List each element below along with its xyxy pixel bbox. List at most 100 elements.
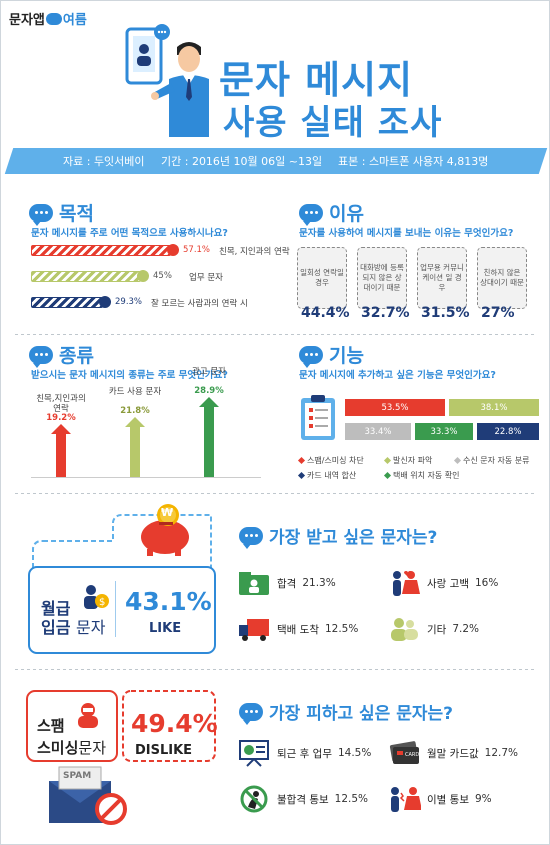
feature-cell: 33.3% (415, 423, 473, 440)
feature-legend-label: 수신 문자 자동 분류 (463, 456, 530, 465)
reason-card: 친하지 않은 상대이기 때문 (477, 247, 527, 309)
dislike-percent: 49.4% (131, 709, 218, 738)
kind-heading: 종류 (29, 341, 94, 368)
kind-value: 28.9% (194, 386, 224, 396)
message-item-percent: 12.7% (484, 747, 518, 759)
feature-legend-item: 수신 문자 자동 분류 (453, 455, 530, 466)
purpose-bar-chart: 57.1% 친목, 지인과의 연락 45% 업무 문자 29.3% 잘 모르는 사람과의 … (31, 244, 290, 325)
reason-question: 문자를 사용하여 메시지를 보내는 이유는 무엇인가요? (299, 228, 514, 239)
dislike-heading: 가장 피하고 싶은 문자는? (239, 699, 454, 725)
message-item-icon-wrap (237, 569, 271, 597)
purpose-bar (31, 271, 141, 282)
feature-grid: 53.5% 38.1% 33.4% 33.3% 22.8% (345, 399, 539, 443)
card-icon: CARD (389, 741, 419, 764)
kind-value: 21.8% (120, 406, 150, 416)
feature-cell: 38.1% (449, 399, 539, 416)
like-heading: 가장 받고 싶은 문자는? (239, 523, 438, 549)
feature-legend-label: 스팸/스미싱 차단 (307, 456, 364, 465)
dislike-items: 퇴근 후 업무 14.5% CARD 월말 카드값 12.7% 불합격 통보 12.5% 이별… (237, 739, 541, 825)
man-with-phone-illustration (125, 24, 209, 137)
like-items: 합격 21.3% 사랑 고백 16% 택배 도착 12.5% 기타 7.2% (237, 569, 541, 651)
reason-percent: 31.5% (421, 305, 470, 321)
truck-icon (239, 619, 269, 641)
logo-text-b: 여름 (62, 13, 87, 28)
piggy-bank-icon (141, 504, 189, 556)
presentation-icon (239, 740, 269, 767)
couple-icon (393, 571, 420, 596)
reason-title: 이유 (329, 203, 364, 225)
like-heading-text: 가장 받고 싶은 문자는? (269, 528, 438, 548)
purpose-bar-label: 업무 문자 (189, 273, 223, 283)
logo-text-a: 문자앱 (9, 13, 45, 28)
dislike-label-line2: 스미싱문자 (37, 737, 106, 758)
message-item-label: 택배 도착 (277, 623, 319, 636)
feature-cell: 53.5% (345, 399, 445, 416)
survey-sample: 표본 : 스마트폰 사용자 4,813명 (338, 155, 489, 168)
section-divider (15, 669, 537, 670)
svg-text:$: $ (99, 597, 105, 608)
feature-cell: 22.8% (477, 423, 539, 440)
reason-list: 일회성 연락일 경우 44.4% 대화방에 등록되지 않은 상대이기 때문 32.7%… (297, 247, 537, 323)
reason-percent: 27% (481, 305, 515, 321)
message-item-percent: 14.5% (337, 747, 372, 759)
app-logo: 문자앱 여름 (9, 9, 87, 28)
kind-arrow (51, 424, 71, 477)
purpose-bar-label: 잘 모르는 사람과의 연락 시 (151, 299, 248, 309)
kind-label: 친목,지인과의 연락 (36, 394, 86, 415)
kind-arrow (199, 397, 219, 477)
purpose-bar (31, 245, 171, 256)
kind-question: 받으시는 문자 메시지의 종류는 주로 무엇인가요? (31, 370, 228, 381)
coin-symbol: ₩ (161, 506, 174, 519)
legend-marker-icon (383, 471, 392, 480)
message-item-percent: 7.2% (452, 623, 480, 635)
kind-arrow-chart: 친목,지인과의 연락 19.2% 카드 사용 문자 21.8% 광고 문자 28.9% (31, 367, 261, 479)
cloud-icon (45, 13, 62, 25)
reason-card: 대화방에 등록되지 않은 상대이기 때문 (357, 247, 407, 309)
kind-label: 광고 문자 (192, 367, 226, 377)
kind-label: 카드 사용 문자 (108, 387, 162, 397)
folder-person-icon (239, 572, 269, 595)
survey-info-bar: 자료 : 두잇서베이 기간 : 2016년 10월 06일 ~13일 표본 : … (4, 148, 548, 174)
message-item: 택배 도착 12.5% (237, 615, 358, 643)
kind-value: 19.2% (46, 413, 76, 423)
feature-cell: 33.4% (345, 423, 411, 440)
speech-bubble-icon (299, 345, 323, 368)
purpose-bar-value: 45% (153, 271, 172, 281)
dislike-heading-text: 가장 피하고 싶은 문자는? (269, 704, 454, 724)
feature-title: 기능 (329, 345, 364, 367)
message-item-icon-wrap (237, 739, 271, 767)
spam-envelope-icon (49, 766, 127, 825)
feature-legend-label: 카드 내역 합산 (307, 471, 357, 480)
message-item-label: 사랑 고백 (427, 577, 469, 590)
purpose-question: 문자 메시지를 주로 어떤 목적으로 사용하시나요? (31, 228, 228, 239)
feature-question: 문자 메시지에 추가하고 싶은 기능은 무엇인가요? (299, 370, 496, 381)
spam-envelope-text: SPAM (63, 771, 92, 781)
survey-period: 기간 : 2016년 10월 06일 ~13일 (161, 155, 323, 168)
message-item-label: 퇴근 후 업무 (277, 747, 332, 760)
breakup-icon (391, 787, 421, 812)
feature-legend-item: 발신자 파악 (383, 455, 432, 466)
message-item: 기타 7.2% (387, 615, 479, 643)
person-dollar-icon: $ (84, 585, 109, 609)
like-separator (115, 581, 116, 637)
feature-legend-item: 카드 내역 합산 (297, 470, 357, 481)
speech-bubble-icon (239, 526, 263, 549)
clipboard-icon (301, 395, 335, 440)
kind-baseline (31, 477, 261, 478)
purpose-bar-label: 친목, 지인과의 연락 (219, 247, 290, 257)
svg-text:CARD: CARD (405, 752, 419, 758)
speech-bubble-icon (29, 203, 53, 226)
message-item-icon-wrap (387, 615, 421, 643)
kind-title: 종류 (59, 345, 94, 367)
message-item: 합격 21.3% (237, 569, 336, 597)
message-item-label: 월말 카드값 (427, 747, 479, 760)
like-label-line2a: 입금 (41, 618, 71, 637)
feature-legend-item: 택배 위치 자동 확인 (383, 470, 460, 481)
message-item-icon-wrap (387, 569, 421, 597)
like-percent: 43.1% (125, 587, 212, 616)
message-item-icon-wrap (237, 615, 271, 643)
message-item-label: 불합격 통보 (277, 793, 329, 806)
feature-legend-item: 스팸/스미싱 차단 (297, 455, 364, 466)
reason-heading: 이유 (299, 199, 364, 226)
